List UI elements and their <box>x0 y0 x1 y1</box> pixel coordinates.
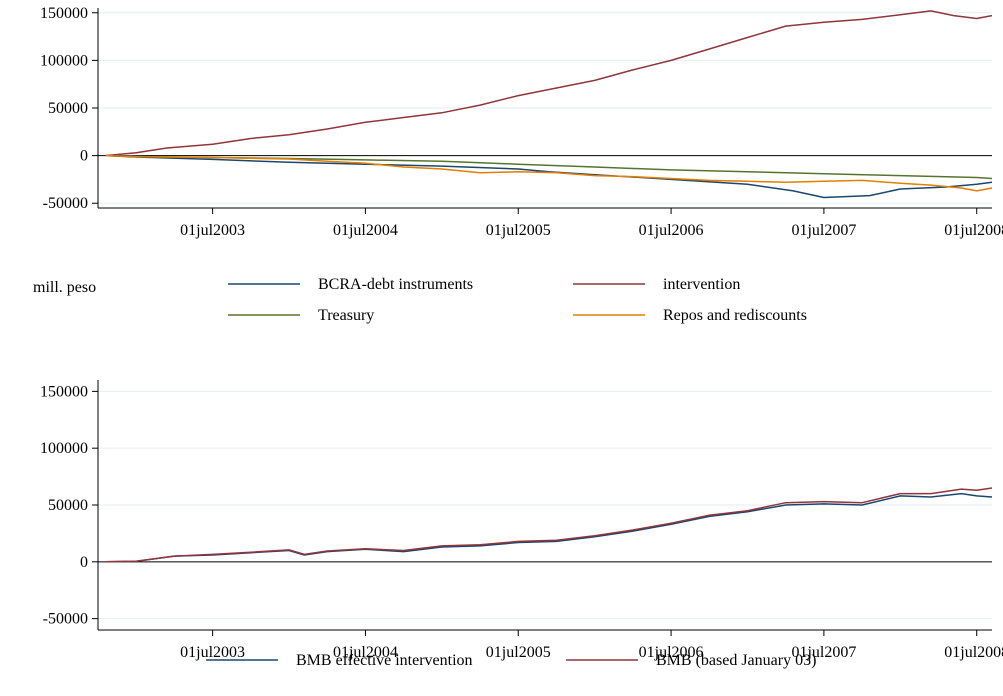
series-line-intervention <box>105 10 993 157</box>
x-tick-label: 01jul2007 <box>791 222 856 239</box>
x-tick-label: 01jul2006 <box>639 644 704 661</box>
legend-item: BCRA-debt instruments <box>228 276 473 293</box>
legend-item: BMB (based January 03) <box>566 652 816 669</box>
legend-label: Treasury <box>318 307 374 324</box>
legend-item: Repos and rediscounts <box>573 307 807 324</box>
y-tick-label: 150000 <box>40 383 88 400</box>
x-tick-label: 01jul2008 <box>944 222 1003 239</box>
y-tick-label: 0 <box>80 554 88 571</box>
x-tick-label: 01jul2004 <box>333 644 398 661</box>
x-tick-label: 01jul2005 <box>486 222 551 239</box>
series-line-bcra-debt-instruments <box>105 154 993 199</box>
legend-item: BMB effective intervention <box>206 652 473 669</box>
legend-label: BMB effective intervention <box>296 652 473 669</box>
x-tick-label: 01jul2007 <box>791 644 856 661</box>
legend-item: intervention <box>573 276 740 293</box>
legend-label: BCRA-debt instruments <box>318 276 473 293</box>
y-tick-label: 100000 <box>40 440 88 457</box>
y-tick-label: 50000 <box>48 497 88 514</box>
x-tick-label: 01jul2004 <box>333 222 398 239</box>
legend-label: intervention <box>663 276 740 293</box>
chart-panel-2: 150000 100000 50000 0 -50000 01jul2003 01jul20… <box>40 380 1003 669</box>
legend-item: Treasury <box>228 307 374 324</box>
legend-label: BMB (based January 03) <box>656 652 816 669</box>
y-tick-label: 100000 <box>40 52 88 69</box>
x-tick-label: 01jul2003 <box>180 222 245 239</box>
unit-label: mill. peso <box>33 279 96 296</box>
y-tick-label: -50000 <box>43 195 88 212</box>
y-tick-label: 0 <box>80 148 88 165</box>
y-tick-label: -50000 <box>43 611 88 628</box>
series-line-bmb-based-january-03- <box>105 487 993 563</box>
x-tick-label: 01jul2006 <box>639 222 704 239</box>
x-tick-label: 01jul2003 <box>180 644 245 661</box>
y-tick-label: 50000 <box>48 100 88 117</box>
x-tick-label: 01jul2005 <box>486 644 551 661</box>
x-tick-label: 01jul2008 <box>944 644 1003 661</box>
chart-panel-1: 150000 100000 50000 0 -50000 01jul2003 01jul20… <box>40 5 1003 324</box>
series-line-bmb-effective-intervention <box>105 492 993 563</box>
legend-label: Repos and rediscounts <box>663 307 807 324</box>
series-line-treasury <box>105 154 993 180</box>
y-tick-label: 150000 <box>40 5 88 22</box>
series-line-repos-and-rediscounts <box>105 154 993 192</box>
